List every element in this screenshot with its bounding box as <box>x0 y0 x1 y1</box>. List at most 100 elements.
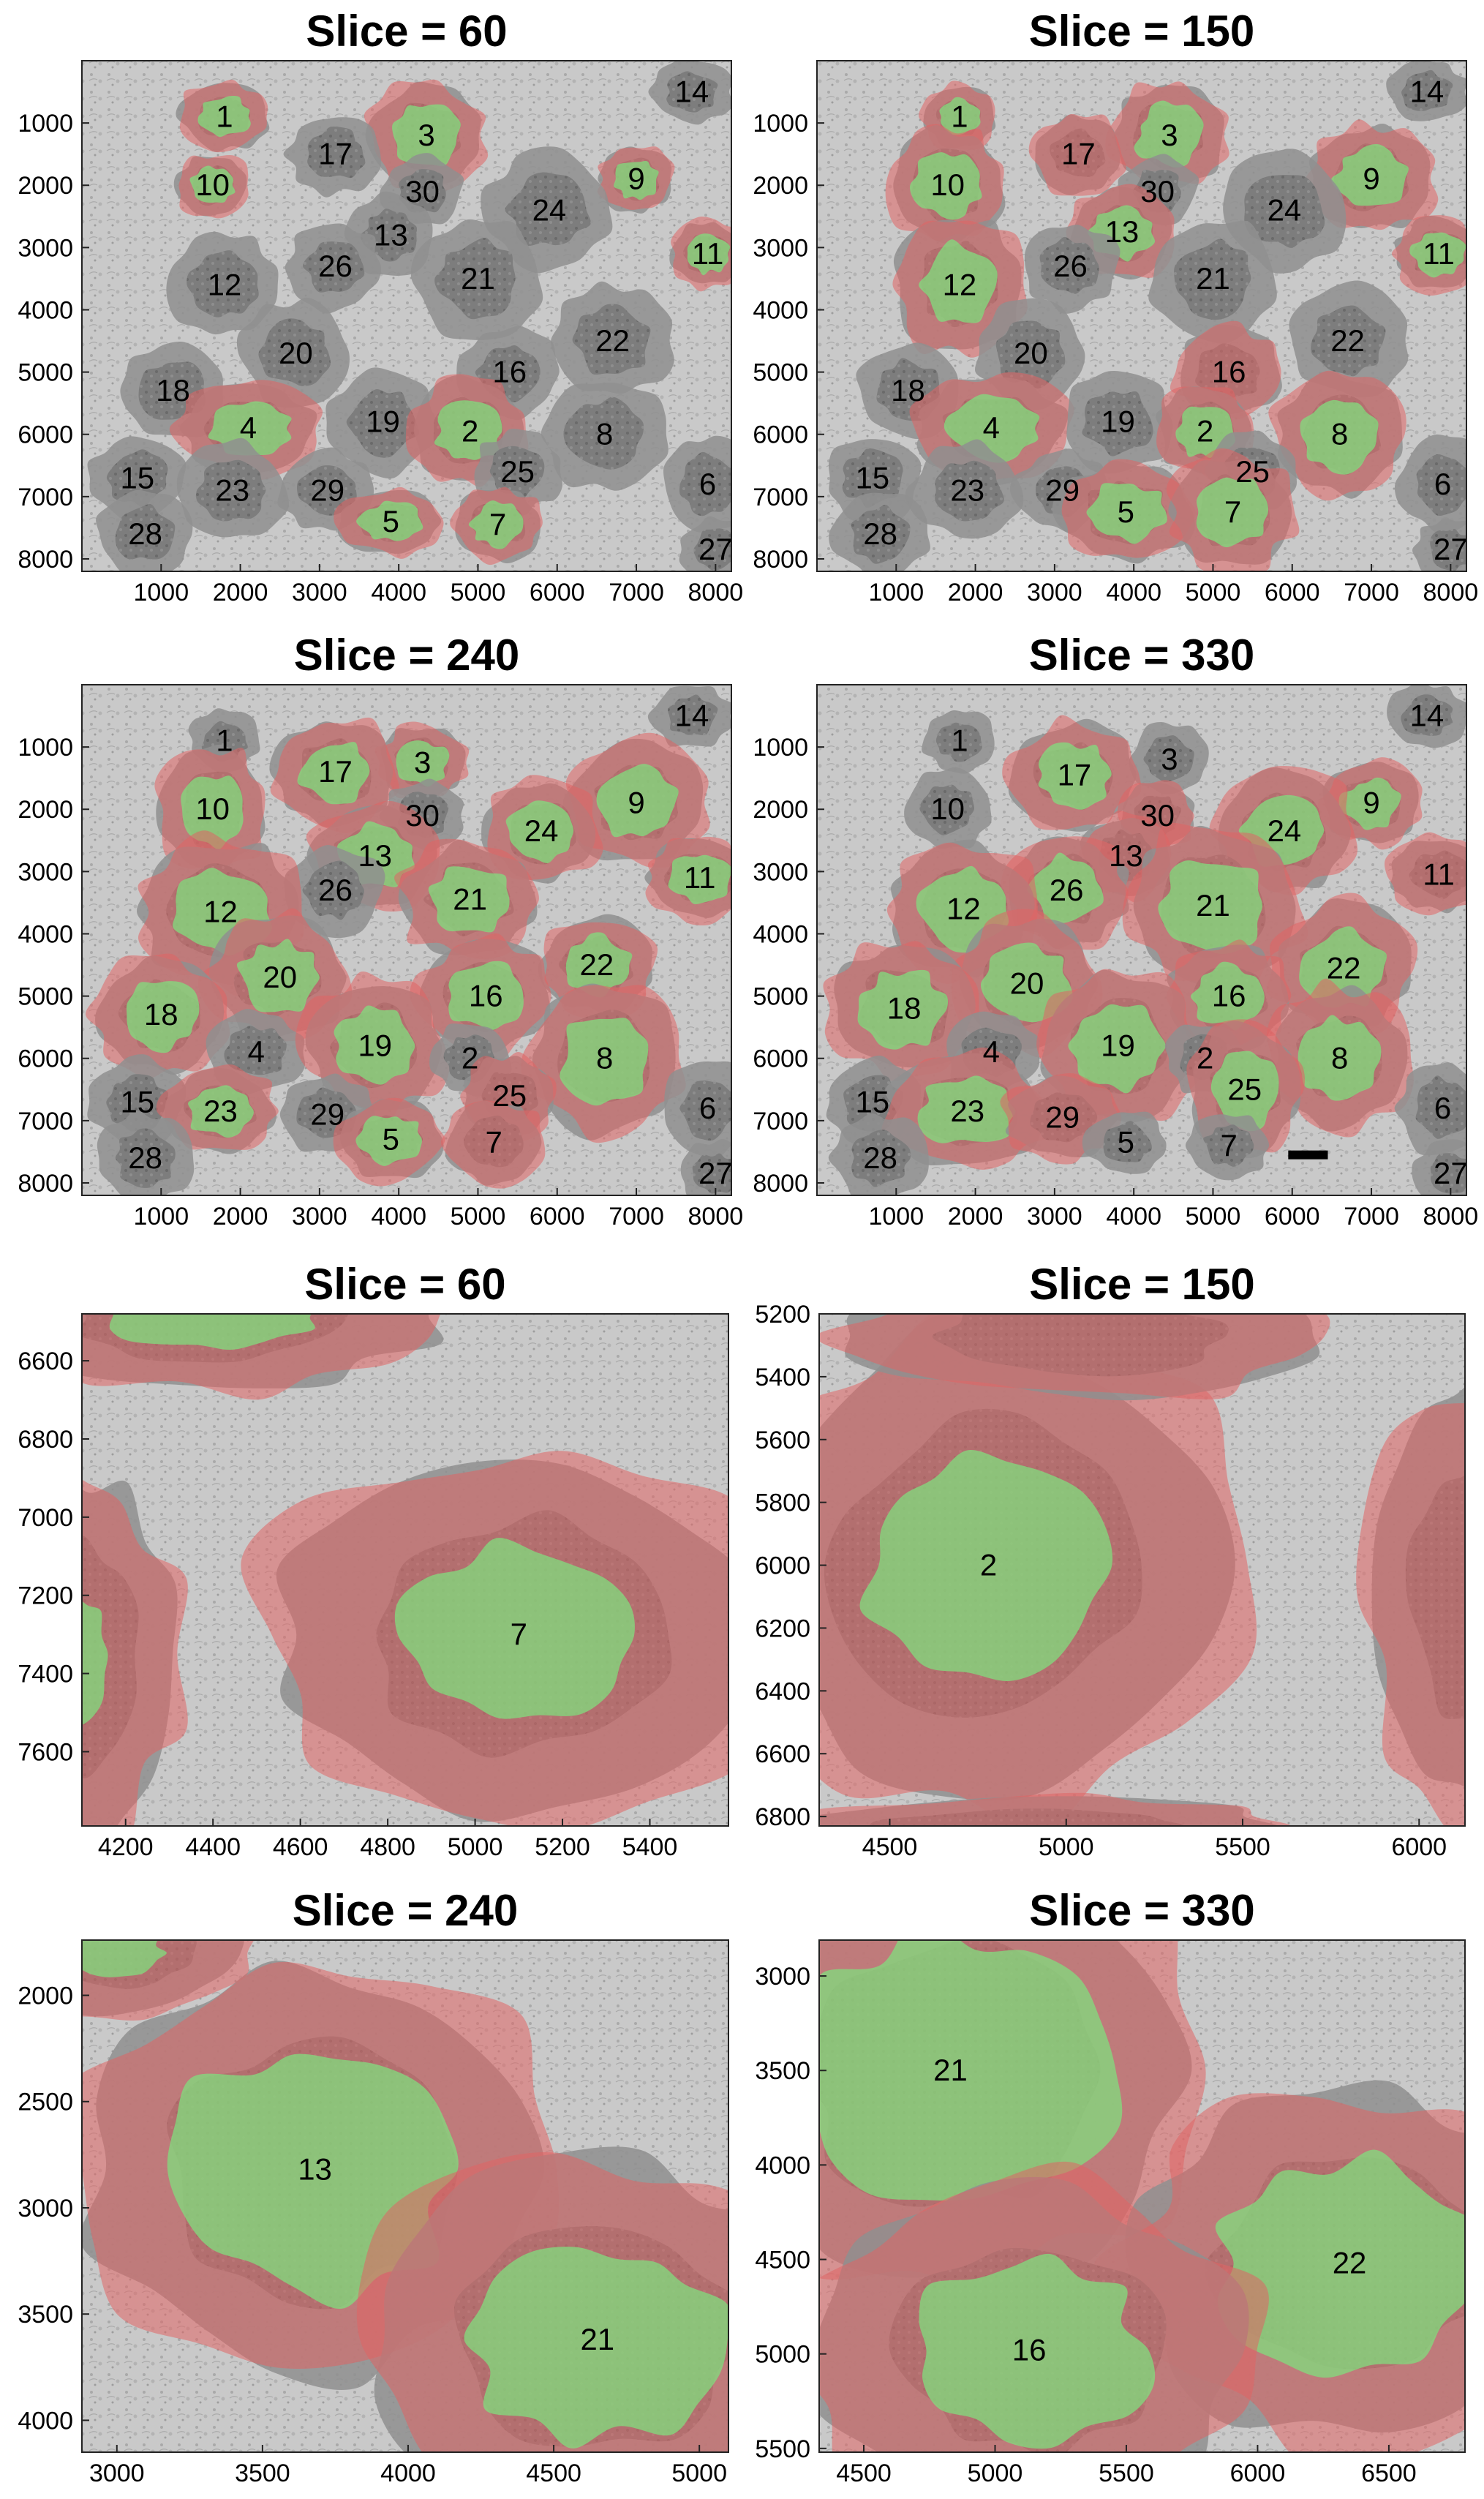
cell-label: 27 <box>1434 1156 1468 1190</box>
cell-segmentation-overlay <box>440 1100 546 1189</box>
cell-label: 21 <box>461 261 495 296</box>
panel-p7: 13 21 3000 3500 4000 4500 5000 2000 2500 3000 3500… <box>18 1886 729 2487</box>
x-tick-label: 6000 <box>1265 1203 1320 1230</box>
x-tick-label: 4200 <box>98 1833 154 1861</box>
cell <box>664 1061 731 1160</box>
cell <box>922 710 995 774</box>
x-tick-label: 7000 <box>609 579 664 606</box>
cell <box>284 845 385 939</box>
cell-label: 16 <box>492 355 527 389</box>
x-tick-label: 7000 <box>1344 1203 1399 1230</box>
y-tick-label: 1000 <box>753 734 808 762</box>
cell-label: 5 <box>383 1121 399 1156</box>
cell-label: 16 <box>1212 355 1246 389</box>
nucleus-segmentation-overlay <box>614 161 659 200</box>
cell <box>521 983 686 1143</box>
cell-label: 28 <box>863 516 897 551</box>
cell <box>551 281 674 394</box>
nucleus-segmentation-overlay <box>236 939 320 1012</box>
cell <box>1148 220 1277 344</box>
x-tick-label: 5400 <box>622 1833 678 1861</box>
cell-label: 12 <box>203 895 238 929</box>
y-tick-label: 8000 <box>753 546 808 574</box>
y-tick-label: 4000 <box>18 2407 73 2435</box>
x-tick-label: 5000 <box>1186 1203 1241 1230</box>
cell <box>881 1047 1058 1170</box>
nucleus-segmentation-overlay <box>1027 852 1104 925</box>
nucleus-segmentation-overlay <box>909 152 982 220</box>
x-tick-label: 6000 <box>530 1203 585 1230</box>
cell <box>1391 215 1466 296</box>
cell-label: 15 <box>855 460 889 495</box>
cell-label: 18 <box>144 997 178 1031</box>
cell <box>333 1097 445 1187</box>
cell-label: 17 <box>318 137 353 171</box>
panel-p6: 2 4500 5000 5500 6000 5200 5400 5600 5800 6000 620… <box>755 1260 1466 1861</box>
cell <box>1052 459 1196 564</box>
y-tick-label: 6600 <box>755 1740 810 1768</box>
cell-segmentation-overlay <box>819 1792 1292 1826</box>
cell <box>819 1314 1257 1826</box>
x-tick-label: 2000 <box>948 1203 1003 1230</box>
em-image: 7 <box>82 1314 728 1826</box>
y-tick-label: 1000 <box>753 110 808 138</box>
cell <box>173 154 249 219</box>
x-tick-label: 2000 <box>213 579 268 606</box>
nucleus-segmentation-overlay <box>1297 1015 1382 1101</box>
y-tick-label: 3000 <box>753 858 808 886</box>
cell-label: 13 <box>1109 838 1143 873</box>
x-tick-label: 1000 <box>868 1203 924 1230</box>
cell-label: 17 <box>1061 137 1096 171</box>
cell <box>356 2146 728 2452</box>
cell <box>1082 1111 1167 1174</box>
cell <box>1185 1114 1270 1181</box>
nucleus-segmentation-overlay <box>919 239 998 323</box>
nucleus-segmentation-overlay <box>1409 232 1466 278</box>
cell <box>450 486 543 565</box>
cell <box>1000 1073 1122 1165</box>
nucleus-segmentation-overlay <box>82 1940 167 1977</box>
x-tick-label: 3000 <box>1027 579 1082 606</box>
cell-label: 21 <box>1196 888 1230 922</box>
cell <box>1166 448 1300 571</box>
cell <box>680 1138 731 1195</box>
y-tick-label: 3500 <box>755 2057 810 2085</box>
cell-label: 1 <box>951 724 968 758</box>
cell-label: 2 <box>1197 413 1213 448</box>
nucleus-segmentation-overlay <box>355 1116 422 1166</box>
y-tick-label: 6800 <box>755 1803 810 1831</box>
cell-segmentation-overlay <box>1028 114 1126 196</box>
y-tick-label: 3000 <box>18 858 73 886</box>
cell-label: 19 <box>1101 1029 1135 1063</box>
axes-frame <box>81 60 732 572</box>
nucleus-segmentation-overlay <box>1038 742 1112 810</box>
y-tick-label: 4000 <box>18 296 73 324</box>
panel-title: Slice = 240 <box>294 631 520 680</box>
x-tick-label: 8000 <box>1423 1203 1479 1230</box>
cell <box>541 382 668 491</box>
cell-label: 3 <box>414 745 431 779</box>
nucleus-segmentation-overlay <box>1300 399 1379 475</box>
em-image: 13 21 <box>82 1940 728 2452</box>
y-tick-label: 6600 <box>18 1348 73 1375</box>
cell <box>669 217 731 292</box>
x-tick-label: 5000 <box>671 2459 727 2487</box>
cell-label: 1 <box>216 99 233 134</box>
axes-frame <box>81 1313 729 1827</box>
cell <box>647 685 731 747</box>
cell <box>86 953 230 1079</box>
panel-title: Slice = 240 <box>293 1886 519 1935</box>
cell <box>829 492 930 571</box>
nucleus-segmentation-overlay <box>819 1940 1123 2201</box>
cell-label: 21 <box>1196 261 1230 296</box>
cell-label: 18 <box>156 373 190 407</box>
y-tick-label: 5500 <box>755 2435 810 2463</box>
axes-frame <box>818 1939 1466 2453</box>
cell-label: 3 <box>1161 118 1178 152</box>
axes-frame <box>816 684 1467 1196</box>
nucleus-segmentation-overlay <box>297 742 370 805</box>
cell <box>885 124 1006 244</box>
cell-label: 28 <box>128 516 162 551</box>
